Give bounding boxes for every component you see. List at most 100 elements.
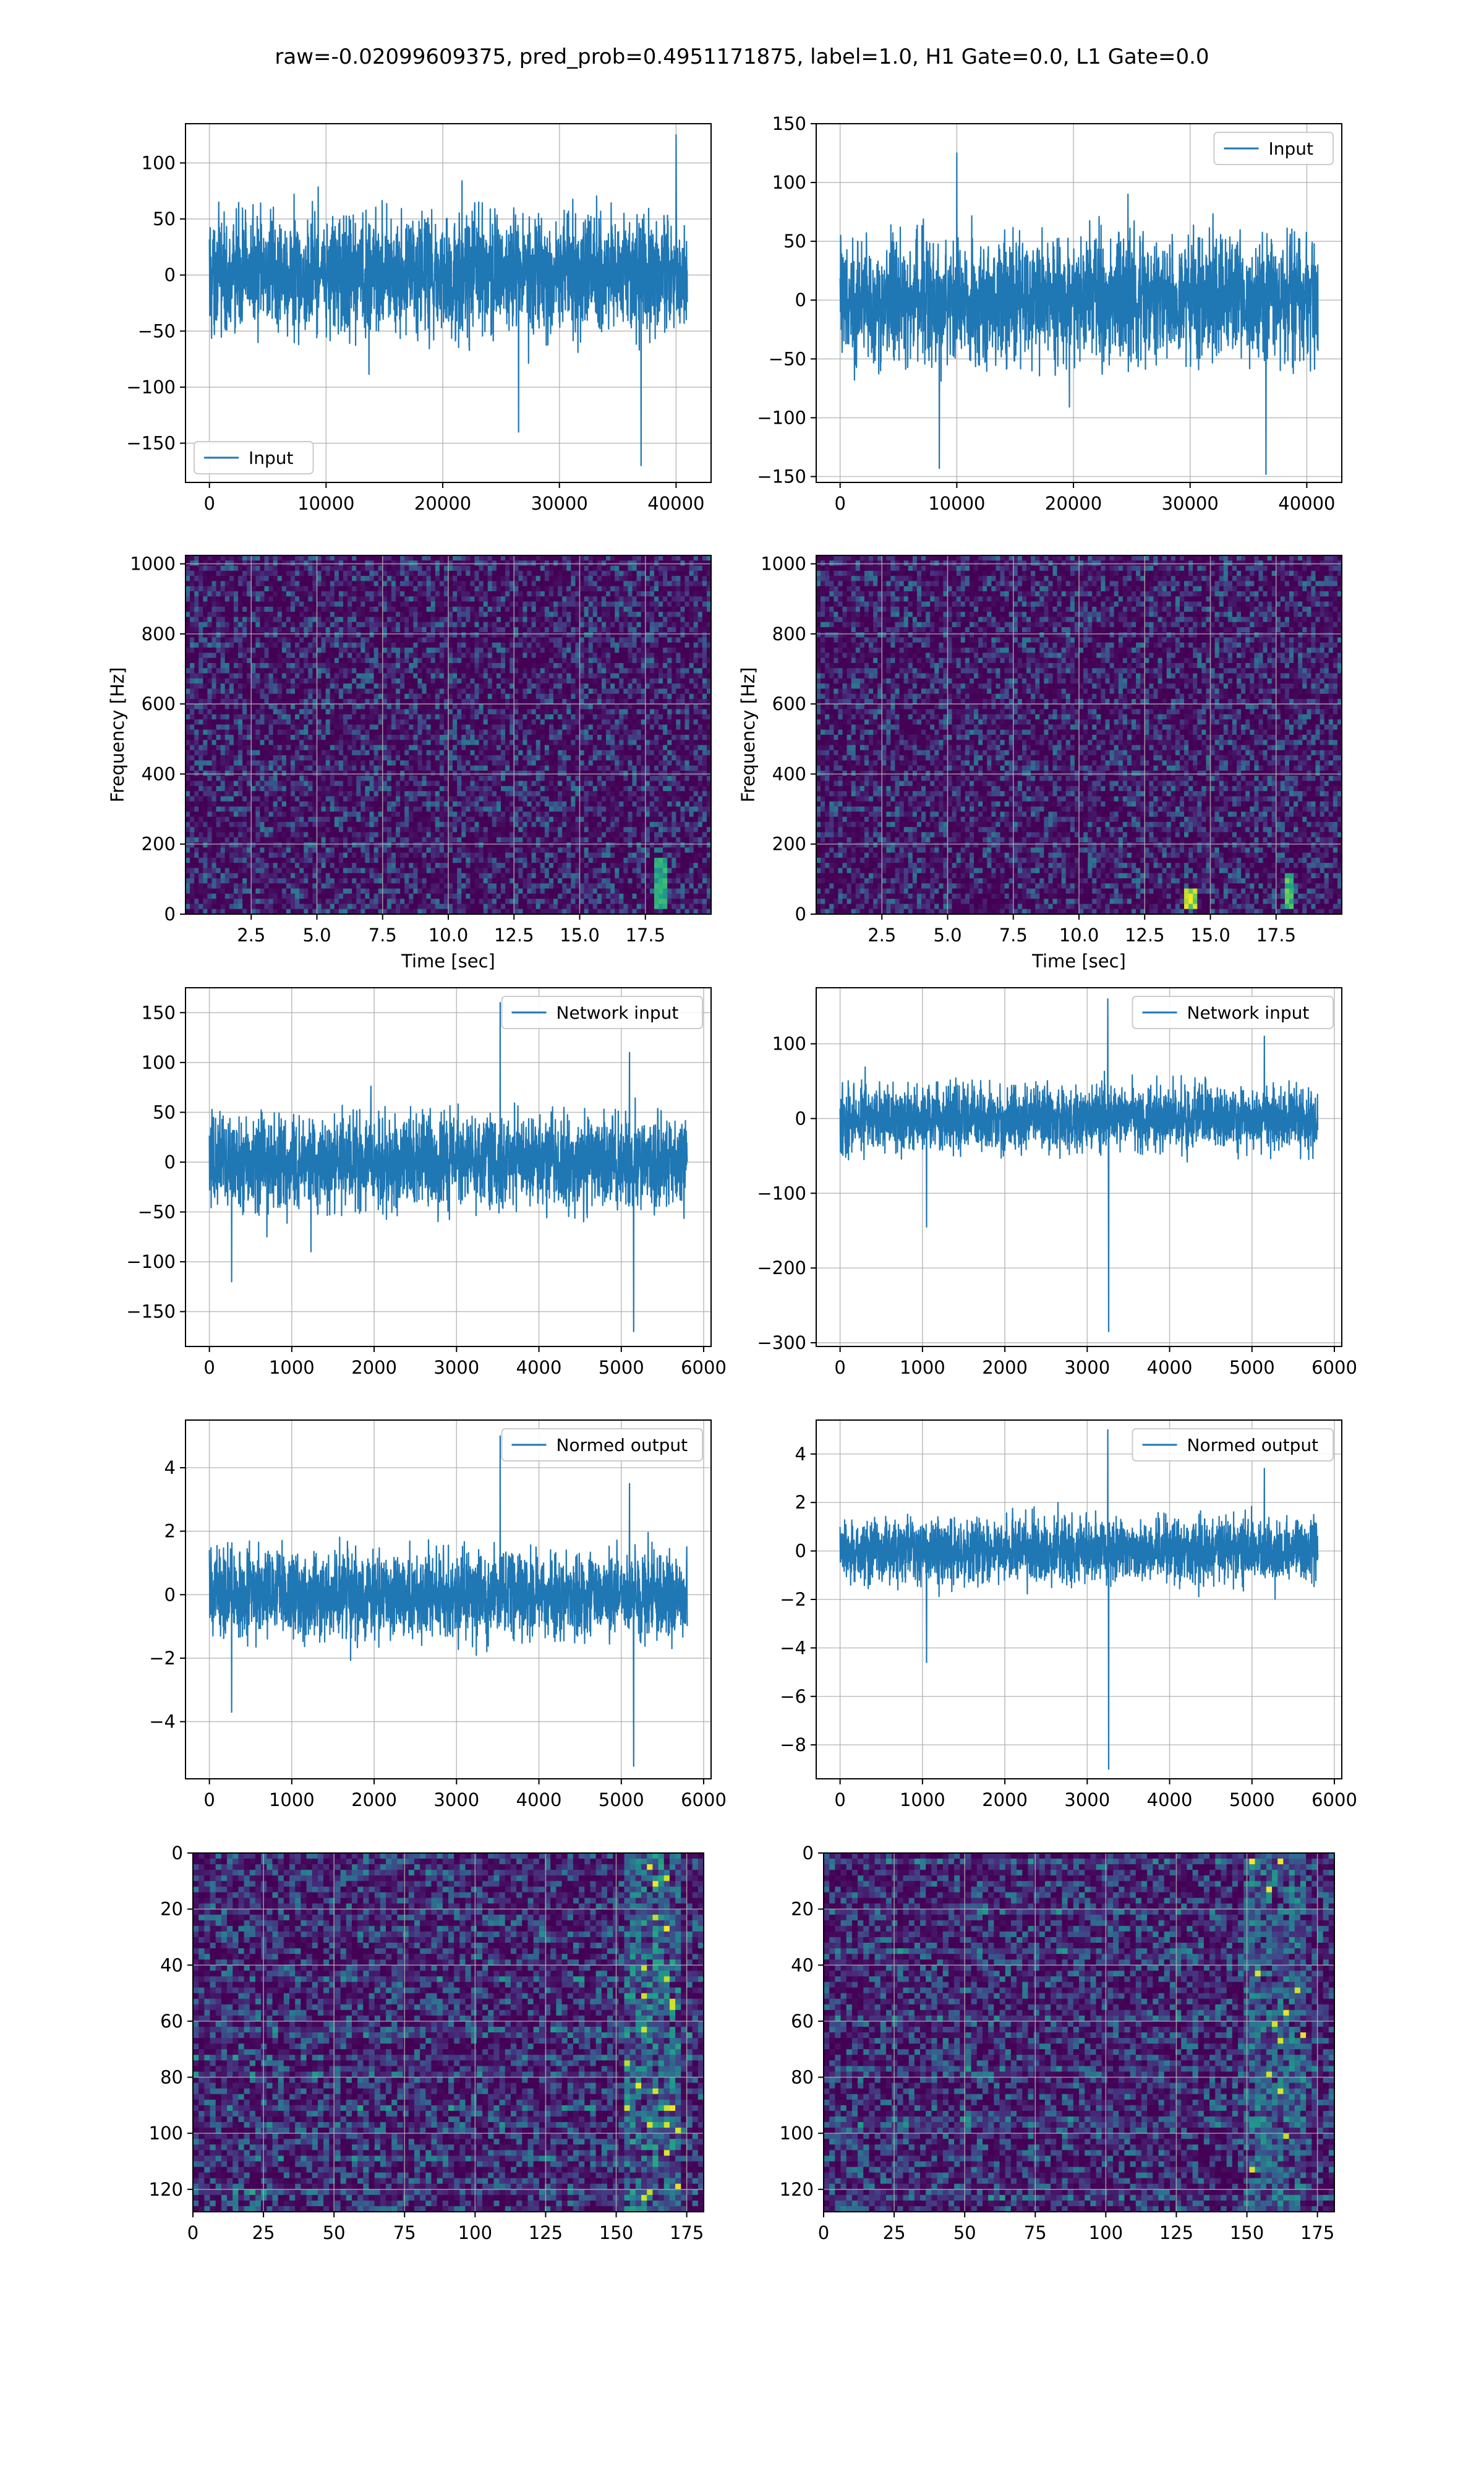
heatmap-cell — [685, 663, 690, 669]
heatmap-cell — [299, 735, 304, 740]
heatmap-cell — [286, 632, 291, 638]
heatmap-cell — [251, 730, 256, 735]
heatmap-cell — [527, 576, 532, 581]
heatmap-cell — [435, 663, 440, 669]
heatmap-cell — [505, 735, 510, 740]
heatmap-cell — [676, 714, 681, 720]
heatmap-cell — [475, 750, 480, 756]
heatmap-cell — [427, 745, 432, 751]
heatmap-cell — [330, 617, 335, 622]
heatmap-cell — [615, 653, 620, 658]
heatmap-cell — [413, 612, 418, 617]
heatmap-cell — [431, 658, 436, 664]
heatmap-cell — [400, 760, 405, 766]
heatmap-cell — [335, 658, 339, 664]
heatmap-cell — [417, 714, 422, 720]
heatmap-cell — [680, 745, 685, 751]
heatmap-cell — [532, 622, 537, 628]
heatmap-cell — [308, 638, 313, 643]
heatmap-cell — [427, 688, 432, 694]
heatmap-cell — [238, 719, 243, 725]
heatmap-cell — [602, 576, 607, 581]
heatmap-cell — [304, 674, 309, 679]
heatmap-cell — [646, 719, 650, 725]
heatmap-cell — [558, 663, 563, 669]
heatmap-cell — [251, 602, 256, 607]
heatmap-cell — [580, 740, 585, 745]
heatmap-cell — [396, 668, 401, 674]
heatmap-cell — [360, 745, 365, 751]
heatmap-cell — [242, 730, 247, 735]
heatmap-cell — [207, 586, 212, 592]
heatmap-cell — [269, 688, 274, 694]
heatmap-cell — [242, 571, 247, 576]
heatmap-cell — [404, 704, 409, 709]
heatmap-cell — [186, 596, 190, 602]
heatmap-cell — [646, 760, 650, 766]
heatmap-cell — [383, 576, 388, 581]
heatmap-cell — [322, 663, 326, 669]
heatmap-cell — [597, 653, 602, 658]
heatmap-cell — [317, 735, 322, 740]
heatmap-cell — [646, 730, 650, 735]
heatmap-cell — [505, 571, 510, 576]
heatmap-cell — [251, 643, 256, 648]
heatmap-cell — [453, 643, 458, 648]
heatmap-cell — [194, 694, 199, 700]
x-tick-label: 30000 — [531, 493, 588, 514]
heatmap-cell — [251, 678, 256, 684]
heatmap-cell — [659, 714, 663, 720]
heatmap-cell — [646, 678, 650, 684]
heatmap-cell — [295, 612, 300, 617]
heatmap-cell — [440, 632, 445, 638]
heatmap-cell — [207, 612, 212, 617]
heatmap-cell — [417, 571, 422, 576]
heatmap-cell — [667, 627, 672, 633]
heatmap-cell — [278, 602, 283, 607]
heatmap-cell — [479, 688, 484, 694]
heatmap-cell — [501, 674, 506, 679]
heatmap-cell — [352, 658, 357, 664]
heatmap-cell — [374, 663, 379, 669]
heatmap-cell — [282, 581, 287, 586]
heatmap-cell — [370, 602, 375, 607]
heatmap-cell — [549, 571, 554, 576]
heatmap-cell — [255, 745, 260, 751]
heatmap-cell — [461, 602, 466, 607]
heatmap-cell — [225, 607, 230, 612]
heatmap-cell — [606, 658, 611, 664]
heatmap-cell — [633, 632, 638, 638]
heatmap-cell — [194, 612, 199, 617]
heatmap-cell — [291, 591, 296, 597]
heatmap-cell — [558, 591, 563, 597]
heatmap-cell — [326, 555, 331, 561]
heatmap-cell — [650, 740, 655, 745]
heatmap-cell — [356, 607, 361, 612]
heatmap-cell — [356, 586, 361, 592]
heatmap-cell — [278, 560, 283, 566]
heatmap-cell — [597, 755, 602, 761]
heatmap-cell — [602, 617, 607, 622]
heatmap-cell — [448, 694, 453, 700]
heatmap-cell — [650, 632, 655, 638]
heatmap-cell — [457, 612, 462, 617]
heatmap-cell — [396, 688, 401, 694]
heatmap-cell — [352, 638, 357, 643]
heatmap-cell — [466, 658, 471, 664]
heatmap-cell — [304, 560, 309, 566]
heatmap-cell — [317, 596, 322, 602]
heatmap-cell — [580, 632, 585, 638]
heatmap-cell — [238, 730, 243, 735]
heatmap-cell — [589, 760, 594, 766]
heatmap-cell — [536, 745, 541, 751]
heatmap-cell — [654, 632, 659, 638]
heatmap-cell — [597, 571, 602, 576]
heatmap-cell — [400, 586, 405, 592]
heatmap-cell — [295, 730, 300, 735]
heatmap-cell — [265, 627, 270, 633]
heatmap-cell — [370, 740, 375, 745]
heatmap-cell — [308, 694, 313, 700]
heatmap-cell — [304, 735, 309, 740]
heatmap-cell — [186, 643, 190, 648]
heatmap-cell — [553, 724, 558, 730]
